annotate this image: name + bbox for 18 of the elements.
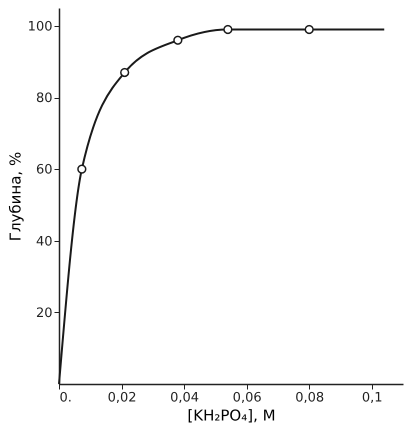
x-tick-label: 0,08 [295, 390, 324, 406]
point [304, 24, 314, 34]
x-tick-label: 0,06 [232, 390, 262, 406]
x-tick-label: 0,02 [108, 390, 137, 406]
point [173, 36, 182, 45]
x-tick-label: 0,1 [362, 390, 383, 406]
y-tick-label: 80 [36, 91, 52, 106]
y-tick-label: 60 [36, 162, 52, 178]
x-tick-label: 0,04 [170, 390, 200, 406]
x-axis-title: [KH₂PO₄], M [187, 406, 276, 424]
y-tick-label: 20 [36, 306, 52, 321]
y-tick-label: 40 [36, 234, 52, 250]
y-tick-label: 100 [28, 19, 52, 34]
point [77, 164, 86, 174]
point [120, 68, 130, 78]
x-tick-label: 0. [60, 390, 72, 406]
point [223, 24, 232, 34]
y-axis-title: Глубина, % [6, 152, 25, 242]
